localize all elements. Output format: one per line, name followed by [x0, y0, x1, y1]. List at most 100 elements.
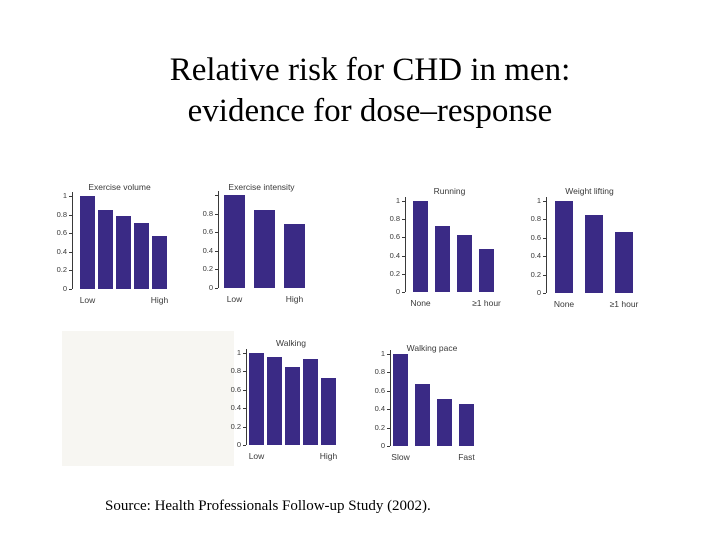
y-tick-label: 0.8: [56, 209, 67, 219]
slide-title: Relative risk for CHD in men: evidence f…: [20, 50, 720, 132]
x-tick-label-first: Low: [226, 294, 243, 304]
y-tick-mark: [215, 195, 218, 196]
y-axis-line: [246, 349, 247, 445]
y-tick-label: 0.8: [389, 214, 400, 224]
y-tick-label: 0.4: [530, 251, 541, 261]
y-tick-mark: [402, 237, 405, 239]
y-tick-label: 0.2: [374, 422, 385, 432]
y-tick-mark: [402, 201, 405, 202]
y-tick-mark: [543, 274, 546, 276]
y-tick-label: 0.6: [389, 232, 400, 242]
y-tick-mark: [69, 270, 72, 272]
y-tick-label: 0.2: [530, 269, 541, 279]
y-tick-mark: [69, 289, 72, 290]
bar: [285, 367, 300, 445]
bar: [303, 359, 318, 445]
bar: [415, 384, 430, 446]
y-tick-mark: [387, 372, 390, 374]
y-tick-mark: [69, 196, 72, 197]
bar: [437, 399, 452, 446]
y-tick-label: 0.4: [202, 245, 213, 255]
y-tick-mark: [387, 409, 390, 411]
bar: [393, 354, 408, 446]
y-axis-line: [72, 192, 73, 289]
y-axis-line: [405, 197, 406, 292]
y-tick-mark: [543, 256, 546, 258]
empty-image-placeholder: [62, 331, 234, 466]
bar: [267, 357, 282, 445]
y-tick-label: 0.6: [374, 385, 385, 395]
y-tick-label: 1: [395, 196, 400, 205]
y-tick-mark: [215, 269, 218, 271]
y-tick-label: 0.2: [389, 268, 400, 278]
slide-title-line2: evidence for dose–response: [187, 93, 553, 129]
y-tick-mark: [402, 292, 405, 293]
x-tick-label-last: Fast: [458, 452, 475, 462]
y-tick-label: 1: [380, 349, 385, 358]
y-tick-label: 1: [536, 196, 541, 205]
y-tick-label: 0.4: [56, 246, 67, 256]
y-tick-mark: [69, 233, 72, 235]
y-tick-label: 0: [208, 283, 213, 292]
x-tick-label-first: Slow: [391, 452, 410, 462]
y-tick-label: 0.8: [202, 208, 213, 218]
bar: [457, 235, 472, 292]
bar: [152, 236, 167, 289]
bar: [254, 210, 275, 288]
y-tick-label: 0: [62, 284, 67, 293]
x-tick-label-last: High: [150, 295, 169, 305]
y-tick-label: 0.6: [202, 227, 213, 237]
y-tick-label: 0.4: [230, 403, 241, 413]
y-tick-label: 0.2: [56, 265, 67, 275]
y-tick-mark: [243, 445, 246, 446]
y-tick-label: 0: [536, 288, 541, 297]
bar: [435, 226, 450, 292]
y-tick-mark: [387, 446, 390, 447]
y-tick-mark: [543, 293, 546, 294]
x-tick-label-first: Low: [248, 451, 265, 461]
x-tick-label-last: High: [319, 451, 338, 461]
y-tick-label: 1: [62, 191, 67, 200]
x-tick-label-last: ≥1 hour: [609, 299, 639, 309]
y-tick-label: 0.8: [530, 214, 541, 224]
x-tick-label-first: None: [410, 298, 431, 308]
y-tick-mark: [215, 232, 218, 234]
y-tick-label: 0: [236, 440, 241, 449]
y-tick-label: 0.6: [230, 384, 241, 394]
y-tick-label: 0.2: [202, 264, 213, 274]
chart-title: Weight lifting: [565, 186, 614, 196]
y-tick-mark: [402, 273, 405, 275]
x-tick-label-first: Low: [79, 295, 96, 305]
y-tick-mark: [387, 390, 390, 392]
y-tick-mark: [543, 219, 546, 221]
y-tick-label: 0.4: [374, 404, 385, 414]
y-tick-label: 0.6: [56, 228, 67, 238]
y-tick-mark: [543, 201, 546, 202]
bar: [224, 195, 245, 288]
y-tick-mark: [387, 427, 390, 429]
chart-title: Walking: [276, 338, 306, 348]
bar: [249, 353, 264, 445]
bar: [116, 216, 131, 289]
y-tick-label: 0.2: [230, 421, 241, 431]
y-axis-line: [546, 197, 547, 293]
x-tick-label-last: ≥1 hour: [472, 298, 501, 308]
bar: [459, 404, 474, 446]
bar: [413, 201, 428, 292]
y-axis-line: [390, 350, 391, 446]
chart-title: Exercise volume: [88, 182, 151, 192]
y-tick-mark: [387, 354, 390, 355]
y-tick-label: 1: [236, 348, 241, 357]
y-axis-line: [218, 191, 219, 288]
y-tick-mark: [69, 251, 72, 253]
y-tick-mark: [402, 219, 405, 221]
y-tick-mark: [215, 288, 218, 289]
